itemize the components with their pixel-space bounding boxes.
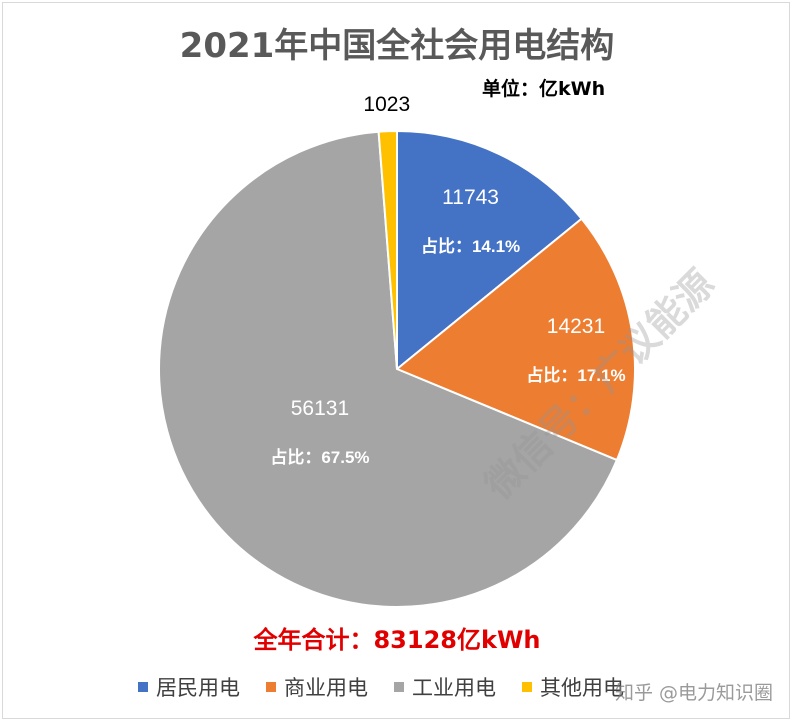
- legend-item-residential: 居民用电: [138, 672, 240, 702]
- value-label-other: 1023: [363, 93, 410, 116]
- value-label-commercial: 14231: [547, 315, 605, 338]
- legend-item-other: 其他用电: [522, 672, 624, 702]
- legend-label-industrial: 工业用电: [412, 676, 496, 700]
- legend-label-other: 其他用电: [540, 676, 624, 700]
- legend-swatch-residential: [138, 682, 148, 692]
- pie-slices: [158, 129, 636, 608]
- pie-slice-industrial: [158, 130, 619, 608]
- unit-label: 单位：亿kWh: [482, 78, 606, 100]
- pie-labels: 11743 占比：14.1% 14231 占比：17.1% 56131 占比：67.5% 1…: [270, 93, 625, 467]
- pie-slice-residential: [396, 129, 583, 372]
- share-label-commercial: 占比：17.1%: [526, 365, 625, 385]
- legend-item-commercial: 商业用电: [266, 672, 368, 702]
- share-label-industrial: 占比：67.5%: [270, 447, 369, 467]
- value-label-industrial: 56131: [291, 397, 349, 420]
- watermark-small: 知乎 @电力知识圈: [615, 682, 774, 704]
- legend-swatch-other: [522, 682, 532, 692]
- chart-title: 2021年中国全社会用电结构: [179, 26, 615, 66]
- legend: 居民用电 商业用电 工业用电 其他用电: [138, 672, 624, 702]
- legend-item-industrial: 工业用电: [394, 672, 496, 702]
- share-label-residential: 占比：14.1%: [421, 236, 520, 256]
- pie-slice-commercial: [395, 217, 636, 462]
- legend-swatch-commercial: [266, 682, 276, 692]
- legend-swatch-industrial: [394, 682, 404, 692]
- total-label: 全年合计：83128亿kWh: [253, 626, 541, 654]
- pie-slice-other: [377, 129, 398, 370]
- value-label-residential: 11743: [442, 186, 499, 209]
- legend-label-residential: 居民用电: [156, 676, 240, 700]
- legend-label-commercial: 商业用电: [284, 676, 368, 700]
